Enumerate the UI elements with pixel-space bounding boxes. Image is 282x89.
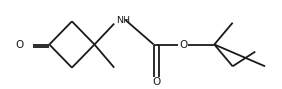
Text: O: O bbox=[15, 40, 23, 49]
Text: O: O bbox=[179, 40, 188, 49]
Text: NH: NH bbox=[116, 15, 131, 25]
Text: O: O bbox=[152, 77, 161, 87]
